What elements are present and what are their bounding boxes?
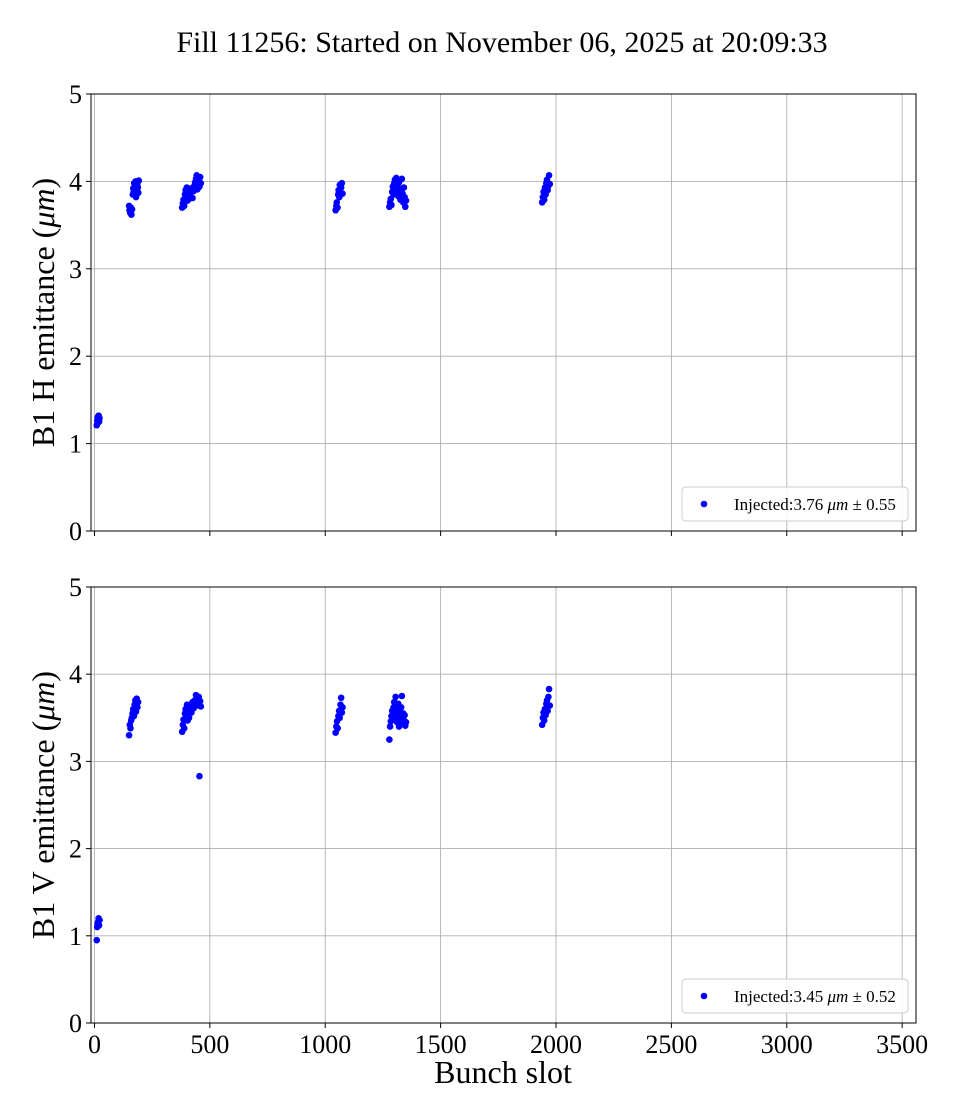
b1-v-emittance-plot: 0 500 1000 1500 2000 2500 3000 3500 0 1 2 3 4 5 B1 V e… [25, 573, 928, 1059]
data-point [134, 698, 142, 706]
x-tick-label: 1500 [415, 1030, 467, 1059]
data-point [128, 211, 135, 218]
data-point [185, 714, 193, 722]
y-tick-label: 2 [69, 342, 82, 371]
data-point [545, 685, 553, 693]
data-point [128, 206, 136, 213]
data-point [545, 693, 552, 701]
data-point [96, 916, 103, 924]
data-point [134, 184, 142, 191]
y-tick-label: 4 [69, 660, 82, 689]
data-point [96, 414, 103, 422]
data-point [334, 724, 341, 732]
data-point [95, 922, 103, 929]
data-point [546, 702, 554, 709]
plot-frame [90, 93, 917, 532]
y-tick-label: 5 [69, 80, 82, 109]
y-tick-label: 4 [69, 167, 82, 196]
y-axis-label: B1 H emittance (μm) [25, 178, 61, 447]
data-point [125, 731, 133, 739]
x-tick-label: 3500 [876, 1030, 928, 1059]
data-point [339, 190, 346, 197]
data-point [196, 697, 204, 705]
figure-title: Fill 11256: Started on November 06, 2025… [176, 26, 827, 59]
data-point [134, 704, 141, 711]
data-point [338, 179, 346, 187]
y-tick-label: 3 [69, 747, 82, 776]
data-point [338, 709, 346, 716]
x-tick-label: 1000 [299, 1030, 351, 1059]
data-point [386, 723, 394, 730]
y-tick-label: 2 [69, 835, 82, 864]
data-point [336, 714, 344, 722]
data-point [400, 184, 408, 191]
x-tick-label: 0 [88, 1030, 101, 1059]
legend-marker [700, 992, 708, 1000]
data-point [337, 694, 345, 702]
data-point [135, 177, 143, 184]
data-point [339, 704, 346, 711]
data-point [402, 718, 410, 726]
y-tick-label: 1 [69, 430, 82, 459]
legend-label: Injected:3.76 μm ± 0.55 [734, 495, 896, 514]
data-point [401, 711, 408, 719]
data-point [197, 703, 205, 710]
legend-box [681, 486, 909, 522]
data-point [180, 202, 188, 210]
data-point [189, 194, 196, 202]
b1-h-emittance-plot: 0 1 2 3 4 5 B1 H emittance (μm) Injected:3.76 μ… [25, 80, 917, 546]
y-axis-label: B1 V emittance (μm) [25, 671, 61, 939]
x-tick-label: 3000 [761, 1030, 813, 1059]
data-point [540, 196, 548, 204]
plot-frame [90, 586, 917, 1024]
data-point [135, 189, 142, 197]
data-point [398, 175, 406, 183]
y-tick-label: 1 [69, 922, 82, 951]
legend-marker [700, 500, 708, 508]
data-point [402, 203, 409, 211]
data-point [386, 736, 393, 743]
data-point [546, 180, 554, 188]
y-tick-label: 0 [69, 517, 82, 546]
data-point [333, 199, 341, 206]
data-point [397, 704, 405, 711]
data-point [180, 724, 188, 732]
data-point [540, 717, 548, 724]
data-point [196, 173, 204, 181]
x-tick-label: 500 [190, 1030, 229, 1059]
y-tick-label: 0 [69, 1009, 82, 1038]
legend: Injected:3.45 μm ± 0.52 [681, 978, 909, 1014]
x-axis-label: Bunch slot [434, 1054, 572, 1090]
data-point [402, 197, 410, 204]
data-point [398, 692, 406, 700]
y-tick-label: 3 [69, 255, 82, 284]
data-point [127, 724, 134, 732]
x-tick-label: 2000 [530, 1030, 582, 1059]
legend-box [681, 978, 909, 1014]
y-tick-label: 5 [69, 573, 82, 602]
data-point [197, 179, 205, 187]
data-point [545, 171, 553, 179]
data-point [196, 772, 203, 780]
data-point [93, 936, 101, 944]
legend-label: Injected:3.45 μm ± 0.52 [734, 987, 896, 1006]
data-point [392, 693, 399, 701]
x-tick-label: 2500 [645, 1030, 697, 1059]
data-point [544, 707, 551, 715]
data-point [334, 204, 341, 211]
data-point [388, 201, 395, 209]
legend: Injected:3.76 μm ± 0.55 [681, 486, 909, 522]
